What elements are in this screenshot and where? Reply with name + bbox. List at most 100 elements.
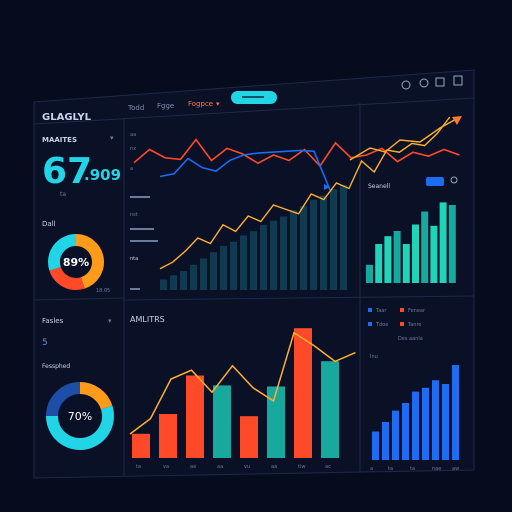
toggle-button[interactable] — [426, 177, 444, 186]
bottom-bar — [321, 361, 339, 458]
x-tick-label: ta — [388, 466, 393, 472]
top-bar — [300, 206, 307, 290]
x-tick-label: ta — [136, 464, 141, 470]
kpi-value: 67 — [42, 151, 92, 192]
clock-icon[interactable] — [401, 80, 411, 90]
orange-trend-line-ext — [349, 117, 459, 161]
top-bar — [310, 199, 317, 290]
legend-label: a — [130, 166, 133, 172]
upper-right-bar — [375, 244, 383, 283]
top-bar — [210, 252, 217, 290]
x-tick-label: va — [163, 464, 169, 470]
lower-left-label: Fasles — [42, 317, 64, 325]
lower-left-sub-label: Fessphed — [42, 363, 70, 370]
donut2-slice-orange — [79, 382, 113, 410]
donut1-center: 89% — [63, 256, 89, 269]
donut2-center: 70% — [68, 410, 92, 423]
x-tick-label: nae — [432, 466, 441, 472]
right-panel-bar — [412, 391, 419, 460]
nav-item-3[interactable]: Fogpce — [188, 100, 213, 108]
right-panel-bar-series — [372, 365, 459, 460]
x-tick-label: aa — [271, 464, 277, 470]
x-tick-label: ta — [410, 466, 415, 472]
orange-arrow-icon — [452, 116, 462, 125]
bottom-bar — [294, 328, 312, 458]
bottom-bar — [132, 433, 150, 458]
lower-left-value: 5 — [42, 338, 48, 348]
x-tick-label: aa — [217, 464, 223, 470]
donut2-slice-cyan — [46, 405, 114, 450]
nav-item-2[interactable]: Fgge — [157, 102, 174, 110]
settings-icon[interactable] — [453, 75, 463, 86]
nav-caret[interactable]: ▾ — [216, 100, 220, 108]
legend-marker — [400, 322, 404, 326]
top-bar — [290, 210, 297, 290]
upper-right-bar — [402, 244, 410, 283]
upper-right-bar — [421, 211, 429, 283]
legend-marker — [368, 308, 372, 312]
legend-bar — [130, 240, 158, 242]
top-bar — [260, 224, 267, 290]
donut1-note: 18.05 — [96, 288, 110, 294]
right-panel-bar — [442, 384, 449, 460]
right-panel-x-ticks: a ta ta nae aw — [370, 466, 459, 472]
legend-bar — [130, 228, 154, 230]
bottom-bar — [240, 416, 258, 458]
top-bar — [250, 231, 257, 290]
upper-right-bar — [448, 205, 456, 283]
right-panel-bar — [432, 380, 439, 460]
top-bar — [240, 235, 247, 290]
top-bar — [160, 279, 167, 290]
header-icons — [401, 75, 463, 90]
red-trend-line — [133, 138, 460, 168]
top-bar — [220, 245, 227, 290]
right-panel-note: Des aanla — [398, 336, 423, 342]
legend-marker — [368, 322, 372, 326]
top-bar — [200, 258, 207, 290]
right-panel-bar — [422, 387, 429, 460]
refresh-icon[interactable] — [419, 78, 429, 88]
top-bar — [190, 264, 197, 290]
upper-right-bar-series — [366, 202, 456, 283]
bottom-x-ticks: ta va ae aa vu aa tiw ac — [136, 464, 331, 470]
upper-right-caption: Seanell — [368, 183, 390, 190]
top-chart-legend: aa nx a nst nta — [130, 132, 158, 290]
top-line-series — [133, 116, 462, 270]
legend-bar — [130, 288, 140, 290]
legend-label: Taar — [375, 308, 387, 314]
top-bar — [330, 189, 337, 290]
legend-label: nst — [130, 212, 138, 218]
donut1-label: Dall — [42, 220, 56, 228]
legend-label: Tdoe — [375, 322, 388, 328]
bottom-bar-series — [132, 328, 339, 458]
legend-label: aa — [130, 132, 136, 138]
header-nav: Todd Fgge Fogpce ▾ — [127, 100, 220, 112]
x-tick-label: ae — [190, 464, 196, 470]
kpi-sub: ta — [60, 191, 66, 198]
right-panel-bar — [372, 431, 379, 460]
lower-left-caret[interactable]: ▾ — [108, 317, 112, 325]
x-tick-label: aw — [452, 466, 459, 472]
kpi-caret[interactable]: ▾ — [110, 134, 114, 142]
legend-label: nx — [130, 146, 136, 152]
x-tick-label: ac — [325, 464, 331, 470]
right-panel-legend: Taar Fenear Tdoe Tanre — [368, 308, 426, 328]
nav-item-1[interactable]: Todd — [127, 104, 144, 112]
upper-right-bar — [430, 225, 438, 283]
donut-chart-2 — [46, 382, 114, 450]
toggle-icon[interactable] — [450, 176, 458, 184]
x-tick-label: a — [370, 466, 373, 472]
blue-arrow-icon — [324, 184, 330, 190]
top-bar — [270, 220, 277, 290]
right-panel-bar — [402, 403, 409, 460]
upper-right-bar — [412, 224, 419, 283]
top-bar-series — [160, 185, 347, 290]
right-panel-sub: Inu — [370, 354, 378, 360]
right-panel-bar — [392, 410, 399, 460]
top-bar — [280, 216, 287, 290]
upper-right-bar — [439, 202, 447, 283]
legend-label: nta — [130, 256, 138, 262]
donut1-slice-cyan — [48, 234, 77, 271]
bottom-line-series — [129, 331, 356, 435]
calendar-icon[interactable] — [435, 77, 445, 87]
